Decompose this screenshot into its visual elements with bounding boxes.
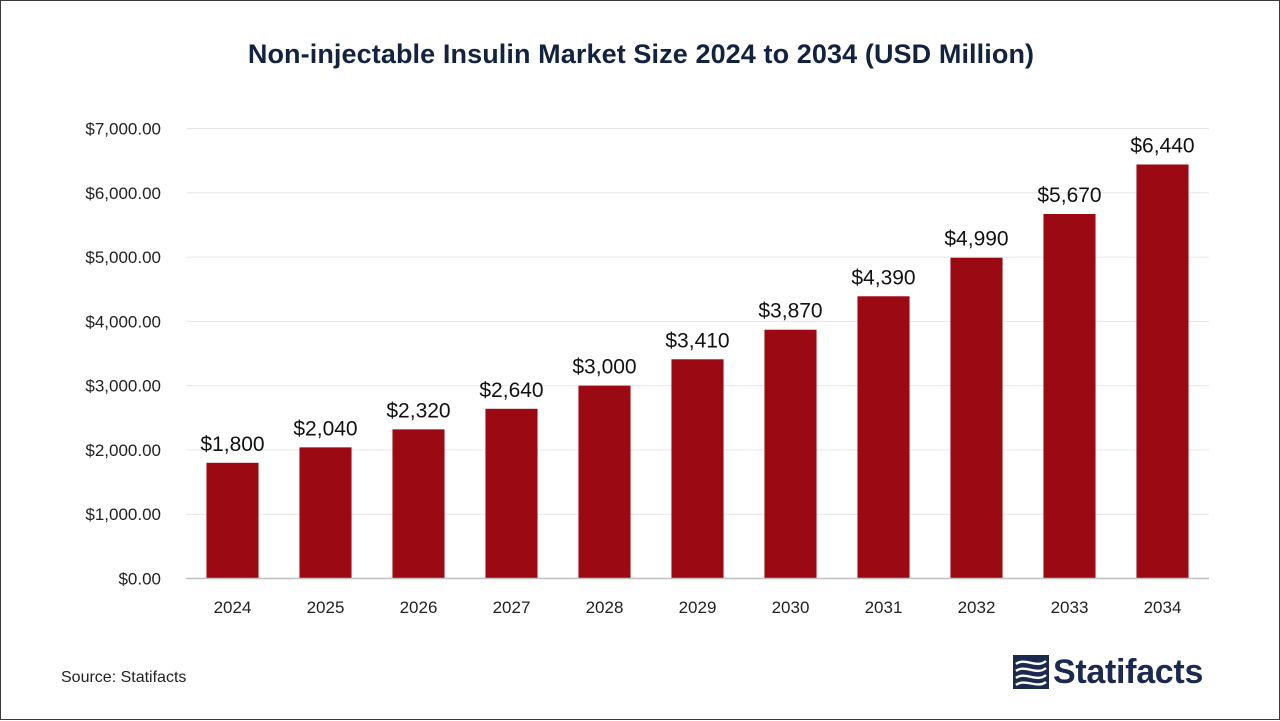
x-tick-label: 2030 [772, 598, 810, 617]
data-label: $1,800 [200, 433, 264, 456]
data-label: $4,990 [944, 228, 1008, 251]
logo-text: Statifacts [1053, 653, 1204, 691]
data-label: $4,390 [851, 266, 915, 289]
x-tick-label: 2026 [400, 598, 438, 617]
y-tick-label: $4,000.00 [85, 312, 161, 331]
data-label: $2,320 [386, 399, 450, 422]
data-label: $3,410 [665, 329, 729, 352]
data-label: $6,440 [1130, 135, 1194, 158]
bar [1043, 214, 1096, 579]
y-tick-label: $3,000.00 [85, 377, 161, 396]
data-label: $2,040 [293, 417, 357, 440]
bar [578, 385, 631, 579]
x-tick-label: 2032 [958, 598, 996, 617]
statifacts-logo-icon [1013, 655, 1049, 689]
bar [485, 408, 538, 579]
bar [764, 329, 817, 579]
x-tick-label: 2033 [1051, 598, 1089, 617]
bar [950, 257, 1003, 579]
y-tick-label: $1,000.00 [85, 505, 161, 524]
bar [1136, 164, 1189, 579]
bar [857, 296, 910, 579]
x-tick-label: 2025 [307, 598, 345, 617]
y-tick-label: $7,000.00 [85, 120, 161, 139]
x-tick-label: 2031 [865, 598, 903, 617]
x-tick-label: 2028 [586, 598, 624, 617]
chart-title: Non-injectable Insulin Market Size 2024 … [247, 39, 1035, 69]
bar [392, 429, 445, 579]
bar [671, 359, 724, 579]
statifacts-logo: Statifacts [1013, 652, 1203, 692]
y-tick-label: $2,000.00 [85, 441, 161, 460]
x-tick-label: 2034 [1144, 598, 1182, 617]
bar [299, 447, 352, 579]
x-tick-label: 2029 [679, 598, 717, 617]
data-label: $3,000 [572, 356, 636, 379]
y-tick-label: $0.00 [118, 570, 161, 589]
data-label: $2,640 [479, 379, 543, 402]
bar [206, 462, 259, 579]
source-note: Source: Statifacts [61, 669, 187, 686]
y-tick-label: $5,000.00 [85, 248, 161, 267]
data-label: $3,870 [758, 300, 822, 323]
x-tick-label: 2027 [493, 598, 531, 617]
x-tick-label: 2024 [214, 598, 252, 617]
data-label: $5,670 [1037, 184, 1101, 207]
y-tick-label: $6,000.00 [85, 184, 161, 203]
